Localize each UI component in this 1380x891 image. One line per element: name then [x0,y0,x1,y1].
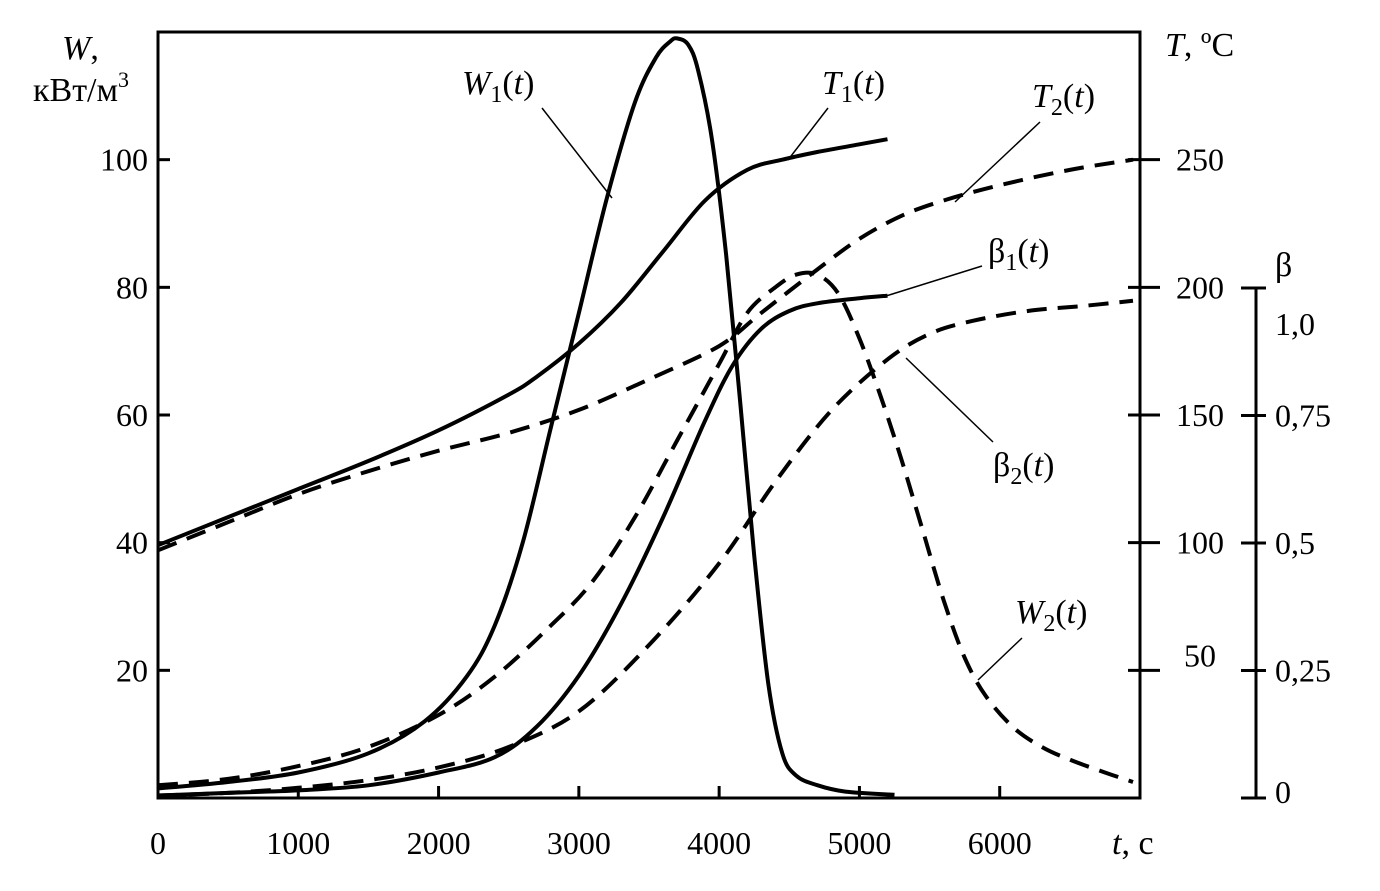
x-tick-label: 2000 [407,825,471,861]
series-line-beta1 [157,293,888,798]
leader-line-w2 [977,637,1023,681]
y-right-beta-tick-label: 1,0 [1275,306,1315,342]
series-line-w2 [157,270,1134,788]
series-line-w1 [157,36,895,797]
y-left-tick-label: 20 [116,652,148,688]
y-right-t-tick-label: 150 [1176,397,1224,433]
y-left-tick-label: 60 [116,397,148,433]
series-curves [157,36,1134,798]
x-tick-label: 5000 [827,825,891,861]
series-line-beta2 [157,298,1134,798]
y-left-axis-title-line1: W, [62,30,99,67]
y-right-t-tick-label: 100 [1176,525,1224,561]
axis-ticks: 0 1000 2000 3000 4000 5000 6000204060801005010… [100,142,1331,861]
x-tick-label: 3000 [547,825,611,861]
x-tick-label: 0 [150,825,166,861]
leader-line-beta1 [885,265,983,297]
leader-line-t1 [787,107,829,161]
series-label-t2: T2(t) [1032,78,1095,121]
x-tick-label: 1000 [266,825,330,861]
y-right-t-tick-label: 200 [1176,269,1224,305]
series-line-t1 [157,137,888,548]
series-line-t2 [157,157,1134,553]
x-tick-label: 4000 [687,825,751,861]
plot-border [156,30,1142,800]
y-left-tick-label: 100 [100,142,148,178]
x-tick-label: 6000 [968,825,1032,861]
y-right-beta-tick-label: 0,75 [1275,398,1331,434]
y-right-beta-tick-label: 0 [1275,774,1291,810]
y-right-beta-tick-label: 0,25 [1275,653,1331,689]
y-right-t-tick-label: 250 [1176,142,1224,178]
y-right-t-tick-label: 50 [1184,637,1216,673]
series-label-beta2: β2(t) [993,447,1054,490]
leader-line-beta2 [905,357,994,443]
series-label-w2: W2(t) [1015,594,1087,637]
y-right-t-axis-title: T, ºC [1165,27,1234,64]
series-labels: W1(t) W2(t) T1(t) T2(t) β1(t) β2(t) [462,65,1095,681]
y-left-axis-title-line2: кВт/м3 [33,67,129,109]
series-label-t1: T1(t) [822,65,885,108]
leader-line-w1 [541,107,613,199]
y-left-tick-label: 80 [116,269,148,305]
y-right-beta-tick-label: 0,5 [1275,525,1315,561]
series-label-beta1: β1(t) [988,233,1049,276]
leader-line-t2 [954,121,1041,203]
y-left-tick-label: 40 [116,525,148,561]
series-label-w1: W1(t) [462,65,534,108]
y-right-beta-axis-title: β [1275,247,1292,284]
x-axis-title: t, с [1112,825,1154,862]
